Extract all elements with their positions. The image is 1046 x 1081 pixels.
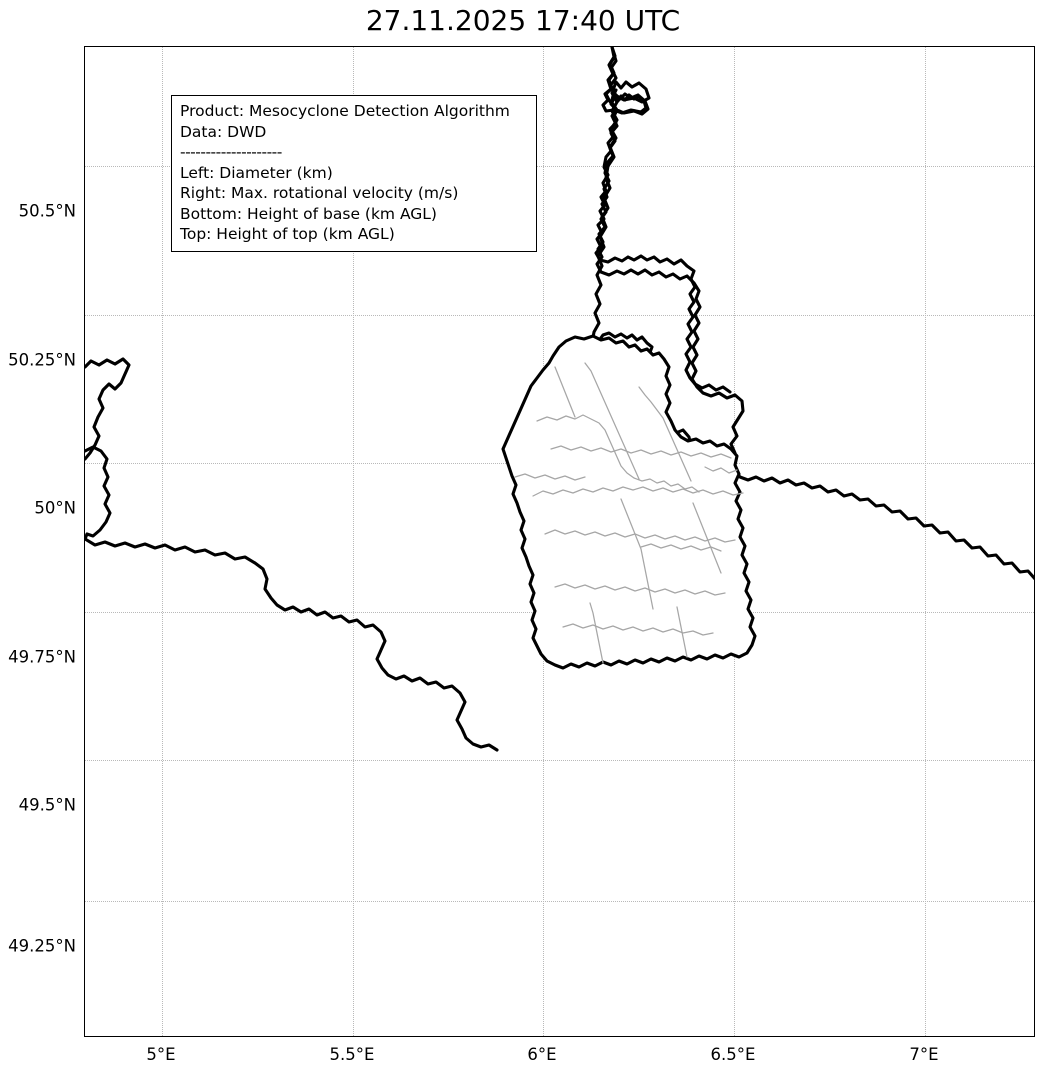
canton-border <box>692 502 722 574</box>
y-tick-label: 50.25°N <box>8 350 76 370</box>
canton-border <box>554 366 576 418</box>
gridline-horizontal <box>85 901 1034 902</box>
canton-border <box>536 414 700 493</box>
x-tick-label: 6.5°E <box>710 1045 756 1064</box>
x-tick-label: 5.5°E <box>329 1045 375 1064</box>
info-separator: -------------------- <box>180 143 282 161</box>
y-tick-label: 49.75°N <box>8 647 76 667</box>
canton-border <box>550 445 732 459</box>
eastern-national-border <box>595 47 1034 581</box>
border-southwest-france <box>85 445 499 752</box>
latitude-axis: 50.5°N 50.25°N 50°N 49.75°N 49.5°N 49.25… <box>0 46 76 1037</box>
info-bottom: Bottom: Height of base (km AGL) <box>180 204 437 223</box>
canton-border <box>532 486 744 497</box>
canton-border <box>589 602 604 664</box>
gridline-vertical <box>162 47 163 1036</box>
canton-border <box>676 606 688 658</box>
canton-border <box>562 623 714 636</box>
canton-border <box>514 473 586 481</box>
border-west-belgium <box>85 357 131 461</box>
canton-border <box>638 386 692 482</box>
luxembourg-border <box>501 334 757 670</box>
gridline-horizontal <box>85 166 1034 167</box>
info-left: Left: Diameter (km) <box>180 163 333 182</box>
canton-border <box>620 498 654 610</box>
x-tick-label: 5°E <box>146 1045 176 1064</box>
x-tick-label: 6°E <box>527 1045 557 1064</box>
y-tick-label: 50.5°N <box>18 201 76 221</box>
gridline-horizontal <box>85 315 1034 316</box>
y-tick-label: 49.25°N <box>8 936 76 956</box>
gridline-horizontal <box>85 760 1034 761</box>
map-plot-area[interactable]: Product: Mesocyclone Detection Algorithm… <box>84 46 1035 1037</box>
info-data-source: Data: DWD <box>180 122 267 141</box>
longitude-axis: 5°E 5.5°E 6°E 6.5°E 7°E <box>84 1045 1035 1071</box>
info-right: Right: Max. rotational velocity (m/s) <box>180 184 459 202</box>
info-top: Top: Height of top (km AGL) <box>180 225 395 243</box>
x-tick-label: 7°E <box>909 1045 939 1064</box>
y-tick-label: 50°N <box>34 498 76 518</box>
canton-border <box>584 362 640 480</box>
gridline-vertical <box>353 47 354 1036</box>
canton-border <box>704 466 738 474</box>
canton-border <box>544 529 736 543</box>
canton-border <box>554 583 726 596</box>
map-geometry <box>85 47 1034 752</box>
canton-border <box>640 543 722 552</box>
y-tick-label: 49.5°N <box>18 795 76 815</box>
gridline-vertical <box>925 47 926 1036</box>
info-product: Product: Mesocyclone Detection Algorithm <box>180 102 510 120</box>
product-info-box: Product: Mesocyclone Detection Algorithm… <box>171 95 537 252</box>
page-title: 27.11.2025 17:40 UTC <box>365 4 681 37</box>
